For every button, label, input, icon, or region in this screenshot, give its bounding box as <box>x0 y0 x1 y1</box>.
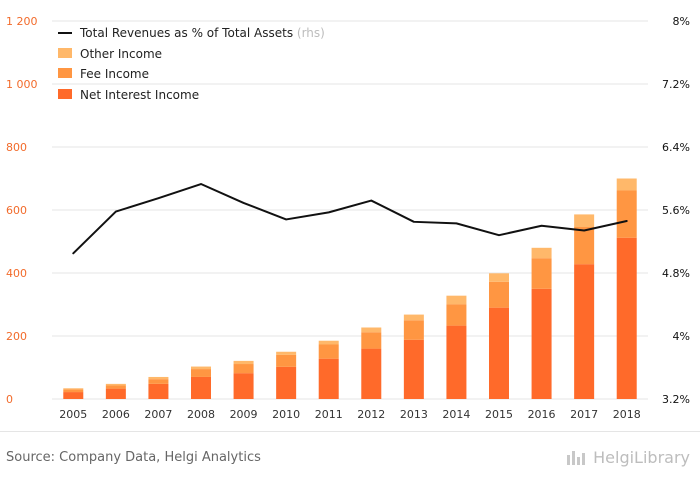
bar-segment <box>276 354 297 367</box>
y-right-tick-label: 7.2% <box>662 78 690 91</box>
bar-segment <box>574 264 595 399</box>
bar-segment <box>191 366 211 370</box>
bar-segment <box>489 307 509 399</box>
legend-label: Total Revenues as % of Total Assets (rhs… <box>79 26 325 40</box>
y-left-tick-label: 200 <box>6 330 27 343</box>
bar-segment <box>361 327 382 333</box>
bar-segment <box>531 247 552 259</box>
bar-segment <box>616 178 637 191</box>
bar-segment <box>531 258 552 289</box>
x-tick-label: 2015 <box>485 408 513 421</box>
legend-label: Fee Income <box>80 67 149 81</box>
x-tick-label: 2006 <box>102 408 130 421</box>
bar-segment <box>148 379 169 384</box>
x-tick-label: 2013 <box>400 408 428 421</box>
x-tick-label: 2012 <box>357 408 385 421</box>
brand-text: HelgiLibrary <box>593 448 690 467</box>
bar-segment <box>574 227 595 265</box>
y-left-tick-label: 0 <box>6 393 13 406</box>
brand-logo: HelgiLibrary <box>567 448 690 467</box>
y-right-tick-label: 4% <box>673 330 690 343</box>
bar-segment <box>63 388 84 390</box>
bar-segment <box>233 364 254 374</box>
x-tick-label: 2011 <box>315 408 343 421</box>
bar-segment <box>105 385 126 389</box>
x-tick-label: 2018 <box>613 408 641 421</box>
bar-segment <box>318 358 339 399</box>
bar-segment <box>318 344 339 359</box>
y-left-tick-label: 600 <box>6 204 27 217</box>
y-right-tick-label: 6.4% <box>662 141 690 154</box>
legend-box-marker <box>58 48 72 58</box>
footer: Source: Company Data, Helgi Analytics He… <box>0 431 700 484</box>
bar-segment <box>191 376 211 399</box>
x-tick-label: 2005 <box>59 408 87 421</box>
x-tick-label: 2007 <box>144 408 172 421</box>
x-tick-label: 2014 <box>442 408 470 421</box>
y-left-tick-label: 400 <box>6 267 27 280</box>
y-right-tick-label: 4.8% <box>662 267 690 280</box>
x-tick-label: 2016 <box>528 408 556 421</box>
bar-segment <box>148 383 169 399</box>
bar-segment <box>63 392 84 399</box>
bar-segment <box>489 281 509 308</box>
bar-segment <box>148 376 169 380</box>
bar-segment <box>446 304 467 326</box>
x-tick-label: 2009 <box>230 408 258 421</box>
legend-label: Other Income <box>80 47 162 61</box>
bar-segment <box>361 348 382 399</box>
bar-segment <box>403 314 424 321</box>
bar-segment <box>574 214 595 228</box>
y-right-tick-label: 8% <box>673 15 690 28</box>
bar-segment <box>233 360 254 365</box>
bar-segment <box>446 325 467 399</box>
legend-box-marker <box>58 68 72 78</box>
bar-segment <box>276 351 297 355</box>
bar-segment <box>403 339 424 399</box>
y-left-tick-label: 1 000 <box>6 78 38 91</box>
bar-segment <box>446 295 467 305</box>
legend-box-marker <box>58 89 72 99</box>
x-tick-label: 2017 <box>570 408 598 421</box>
y-left-tick-label: 800 <box>6 141 27 154</box>
bar-segment <box>105 388 126 399</box>
bar-segment <box>105 383 126 386</box>
bar-segment <box>361 332 382 349</box>
line-series <box>72 183 628 255</box>
x-tick-label: 2010 <box>272 408 300 421</box>
y-left-tick-label: 1 200 <box>6 15 38 28</box>
source-text: Source: Company Data, Helgi Analytics <box>6 450 261 465</box>
bar-segment <box>191 369 211 377</box>
bar-segment <box>489 273 509 282</box>
bar-segment <box>616 237 637 399</box>
bar-segment <box>276 366 297 399</box>
bar-segment <box>318 340 339 345</box>
y-right-tick-label: 3.2% <box>662 393 690 406</box>
y-right-tick-label: 5.6% <box>662 204 690 217</box>
bar-segment <box>403 320 424 340</box>
x-tick-label: 2008 <box>187 408 215 421</box>
bar-segment <box>233 373 254 399</box>
bar-segment <box>616 190 637 238</box>
library-icon <box>567 450 587 465</box>
bar-segment <box>531 288 552 399</box>
bar-segment <box>63 389 84 393</box>
legend-suffix: (rhs) <box>293 26 325 40</box>
legend-label: Net Interest Income <box>80 88 199 102</box>
